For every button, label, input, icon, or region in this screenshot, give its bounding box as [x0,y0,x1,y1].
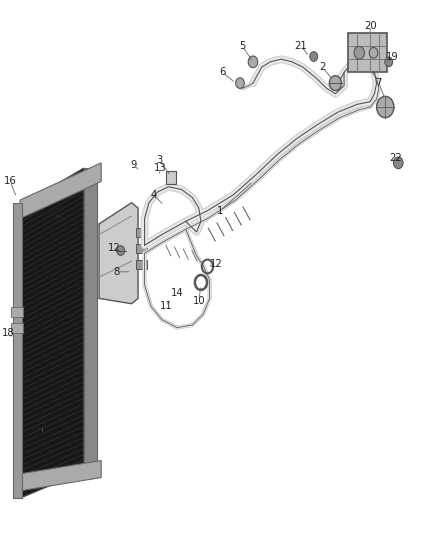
Text: 3: 3 [157,155,163,165]
Bar [166,171,176,184]
Circle shape [354,46,364,59]
Circle shape [117,246,125,255]
Bar [348,33,388,72]
Text: 16: 16 [4,176,17,187]
Polygon shape [20,163,101,219]
Text: 6: 6 [219,68,226,77]
Polygon shape [21,168,84,498]
Text: 12: 12 [108,243,120,253]
Text: 20: 20 [364,21,376,31]
Circle shape [393,157,403,168]
Polygon shape [84,168,97,471]
Text: 14: 14 [171,288,184,298]
Text: 1: 1 [217,206,224,216]
Text: 18: 18 [2,328,14,338]
Circle shape [236,78,244,88]
Text: 15: 15 [49,208,62,219]
Circle shape [385,57,392,67]
Circle shape [377,96,394,118]
Text: 21: 21 [294,41,307,51]
Polygon shape [99,203,138,304]
Text: 19: 19 [385,52,398,61]
Text: 4: 4 [150,190,156,200]
Text: 17: 17 [36,421,49,431]
Bar [11,324,23,333]
Circle shape [248,56,258,68]
Bar [11,308,23,317]
Circle shape [329,76,342,91]
Circle shape [369,47,378,58]
Bar [136,228,147,237]
Bar [136,244,147,253]
Text: 9: 9 [131,160,137,171]
Text: 10: 10 [192,296,205,306]
Text: 22: 22 [390,152,403,163]
Text: 5: 5 [239,41,245,51]
Text: 11: 11 [160,301,173,311]
Bar [136,260,147,269]
Text: 2: 2 [319,62,325,72]
Text: 12: 12 [210,259,223,269]
Text: 7: 7 [375,78,382,88]
Bar [13,203,22,498]
Text: 13: 13 [153,163,166,173]
Circle shape [310,52,318,61]
Text: 8: 8 [113,267,120,277]
Polygon shape [20,461,101,491]
